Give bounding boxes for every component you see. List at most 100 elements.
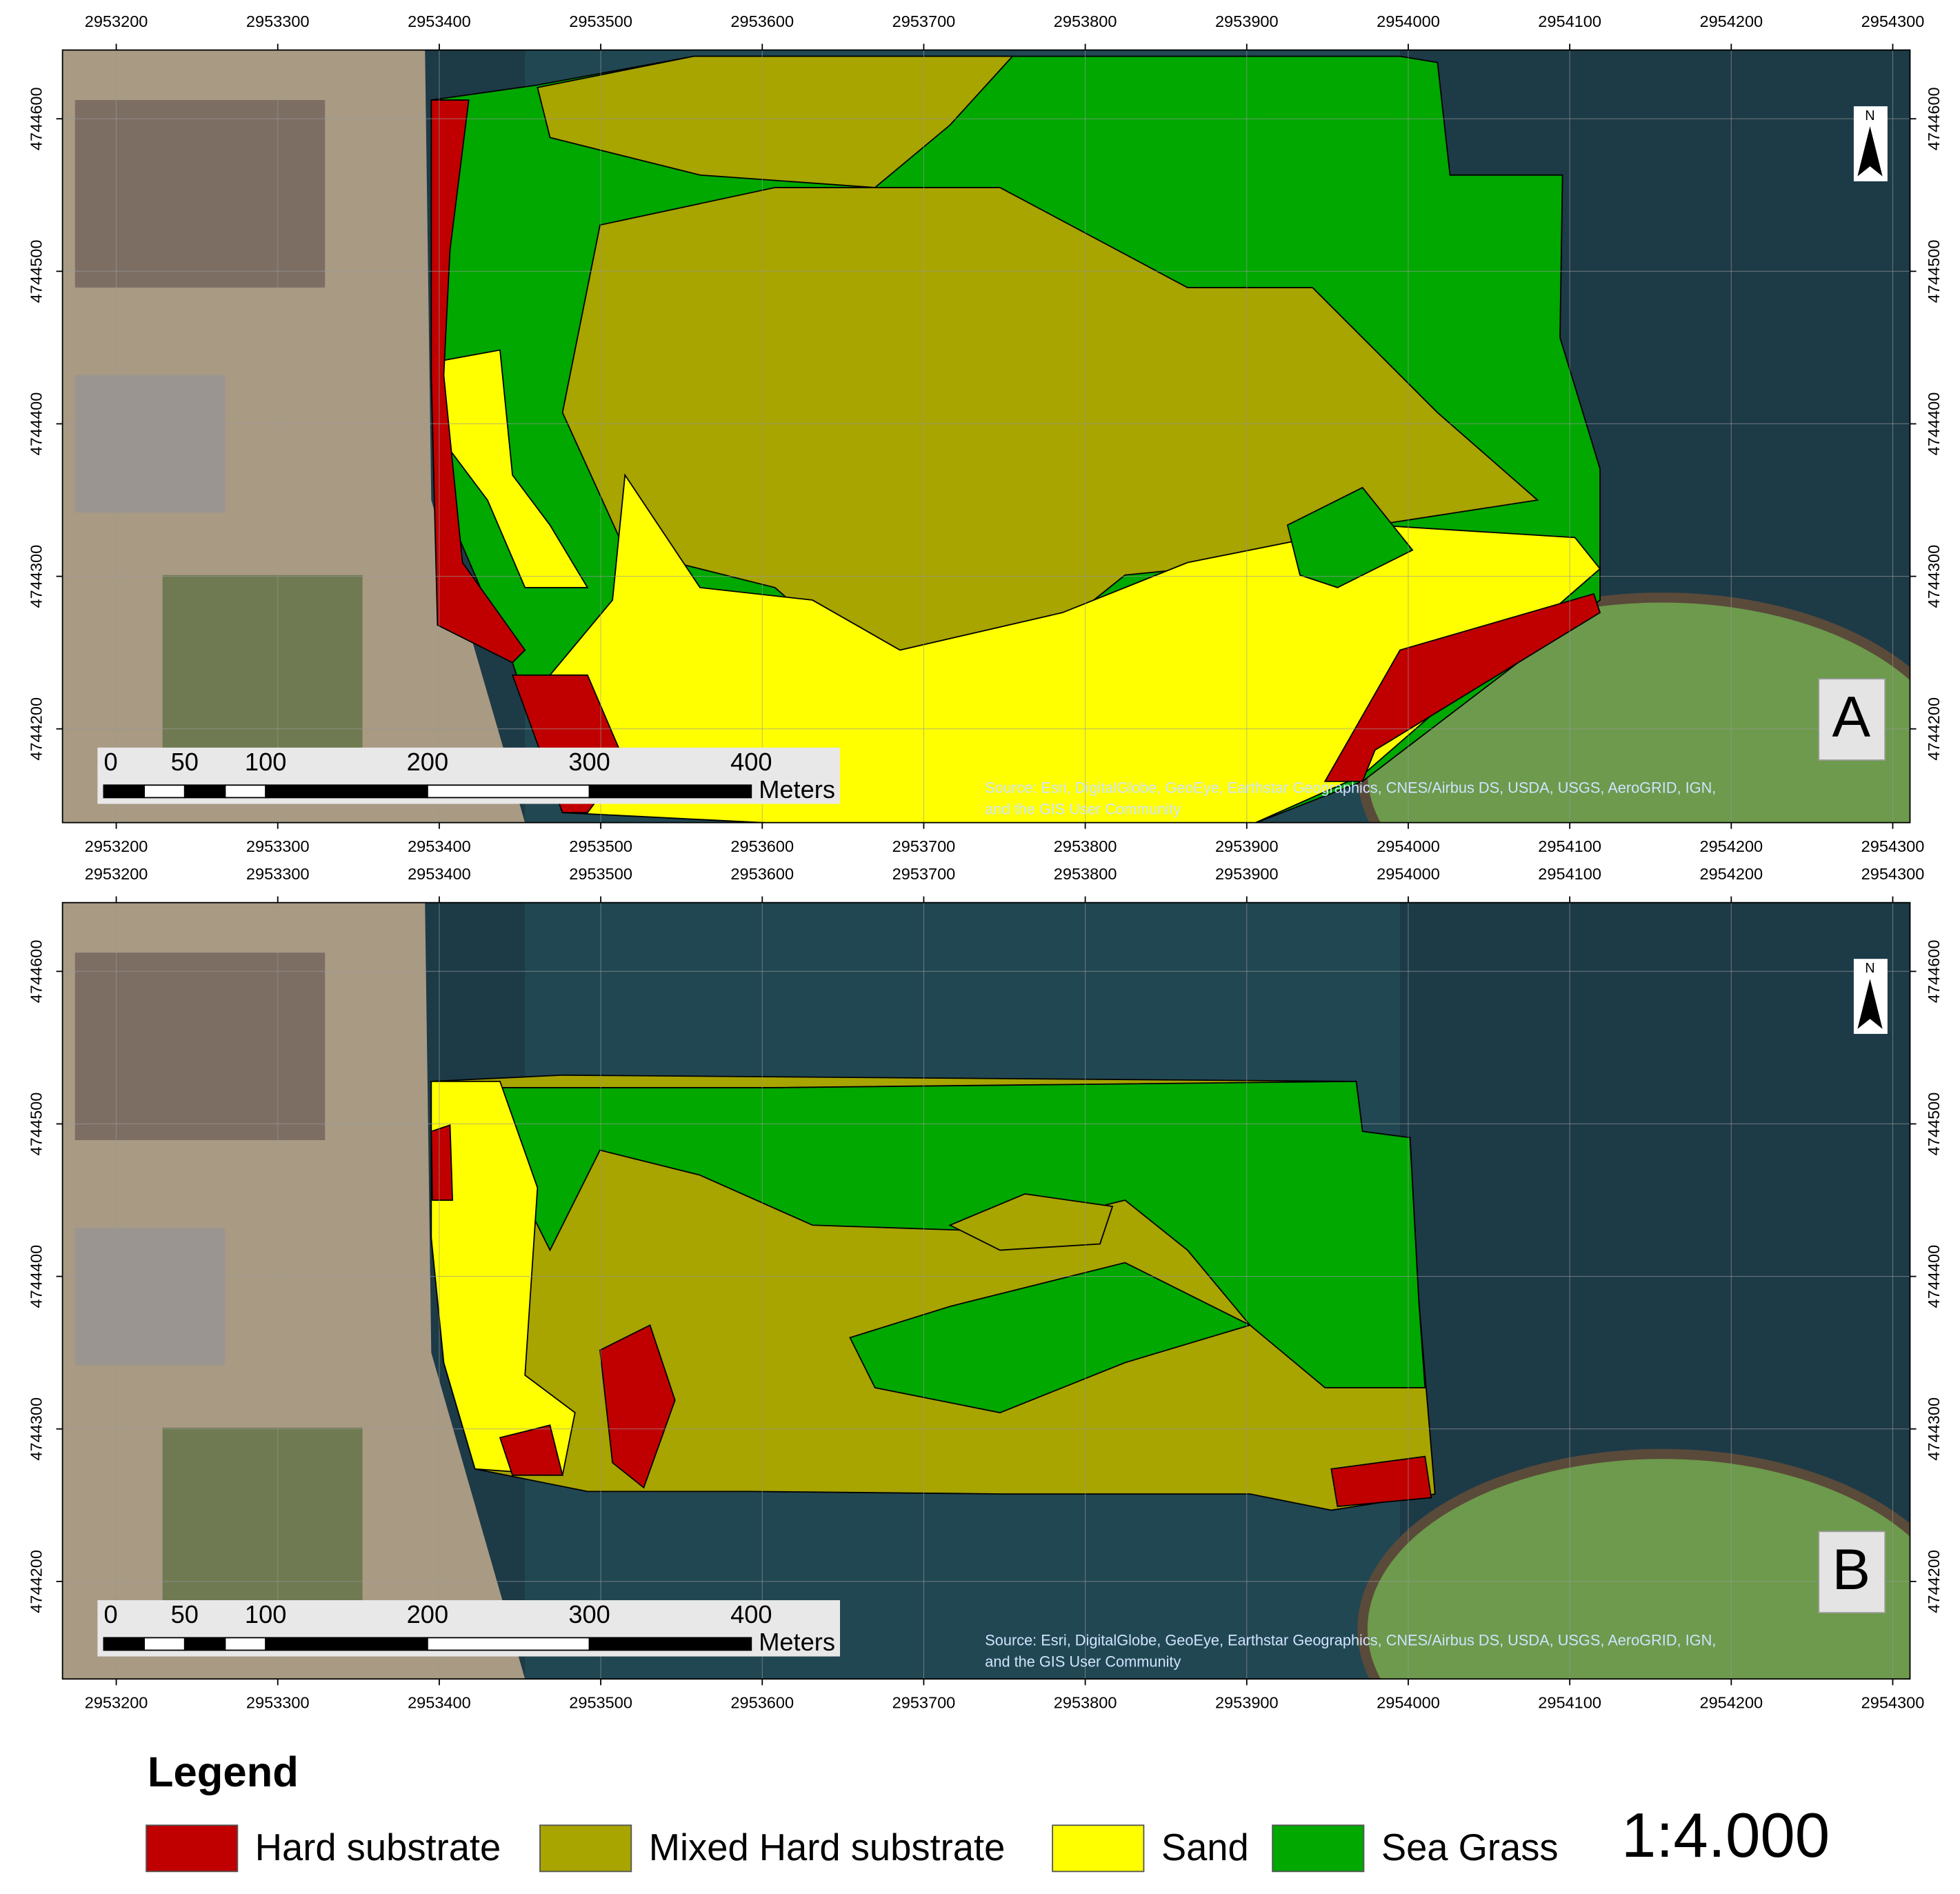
scale-bar-segment (183, 784, 226, 799)
x-coordinate-label: 2953700 (892, 12, 956, 30)
legend-label: Sea Grass (1381, 1826, 1559, 1868)
y-coordinate-label: 4744600 (28, 940, 46, 1004)
habitat-area (430, 1124, 454, 1201)
buildings (74, 953, 326, 1141)
y-coordinate-label: 4744400 (1925, 392, 1943, 456)
scale-bar-segment (426, 1637, 590, 1651)
scale-bar-label: 300 (568, 1600, 610, 1628)
x-coordinate-label: 2953300 (246, 865, 310, 883)
buildings (74, 100, 326, 288)
habitat-area (1286, 486, 1414, 588)
x-coordinate-label: 2954200 (1699, 12, 1763, 30)
x-coordinate-label: 2953200 (85, 865, 148, 883)
x-coordinate-label: 2954100 (1538, 1694, 1601, 1712)
scale-bar-segment (103, 1637, 146, 1651)
scale-bar-segment (224, 784, 267, 799)
y-coordinate-label: 4744600 (1925, 940, 1943, 1004)
habitat-area (849, 1262, 1252, 1414)
scale-bar-segment (103, 784, 146, 799)
x-coordinate-label: 2954000 (1377, 837, 1440, 855)
scale-bar-label: 100 (245, 1600, 286, 1628)
panel-label-box (1818, 678, 1886, 761)
x-coordinate-label: 2953800 (1054, 837, 1117, 855)
scale-bar-unit: Meters (759, 1628, 835, 1656)
scale-bar-label: 400 (730, 748, 772, 776)
y-coordinate-label: 4744300 (28, 545, 46, 608)
habitat-area (1330, 1455, 1432, 1508)
legend-label: Mixed Hard substrate (649, 1826, 1006, 1868)
y-coordinate-label: 4744200 (28, 697, 46, 761)
rooftops (74, 1227, 226, 1366)
y-coordinate-label: 4744400 (1925, 1245, 1943, 1308)
scale-bar-label: 400 (730, 1600, 772, 1628)
rooftops (74, 375, 226, 513)
y-coordinate-label: 4744600 (1925, 87, 1943, 150)
map-frame (61, 901, 1911, 1680)
source-attribution: Source: Esri, DigitalGlobe, GeoEye, Eart… (985, 779, 1716, 796)
legend-swatch (1272, 1824, 1365, 1873)
x-coordinate-label: 2954100 (1538, 12, 1601, 30)
x-coordinate-label: 2954200 (1699, 837, 1763, 855)
habitat-area (948, 1193, 1114, 1251)
scale-bar-segment (224, 1637, 267, 1651)
scale-bar-segment (265, 784, 428, 799)
legend-swatch (539, 1824, 632, 1873)
x-coordinate-label: 2953600 (730, 1694, 794, 1712)
scale-bar-label: 100 (245, 748, 286, 776)
panel-label-box (1818, 1531, 1886, 1614)
x-coordinate-label: 2954200 (1699, 1694, 1763, 1712)
habitat-area (430, 1080, 576, 1476)
y-coordinate-label: 4744600 (28, 87, 46, 150)
scale-bar-label: 50 (171, 1600, 199, 1628)
x-coordinate-label: 2954000 (1377, 1694, 1440, 1712)
legend-label: Sand (1161, 1826, 1249, 1868)
north-label: N (1865, 961, 1874, 976)
habitat-area (430, 349, 589, 588)
scale-bar-label: 0 (103, 1600, 117, 1628)
x-coordinate-label: 2953500 (569, 865, 632, 883)
y-coordinate-label: 4744500 (28, 1093, 46, 1156)
x-coordinate-label: 2953300 (246, 837, 310, 855)
x-coordinate-label: 2953500 (569, 1694, 632, 1712)
x-coordinate-label: 2953900 (1215, 12, 1279, 30)
scale-bar-segment (265, 1637, 428, 1651)
scale-bar-label: 0 (103, 748, 117, 776)
source-attribution: and the GIS User Community (985, 1653, 1181, 1670)
x-coordinate-label: 2953200 (85, 837, 148, 855)
scale-bar-label: 200 (407, 1600, 448, 1628)
scale-bar-label: 300 (568, 748, 610, 776)
map-scale: 1:4.000 (1621, 1801, 1830, 1871)
x-coordinate-label: 2953800 (1054, 865, 1117, 883)
field (162, 575, 363, 775)
y-coordinate-label: 4744200 (1925, 697, 1943, 761)
x-coordinate-label: 2954000 (1377, 12, 1440, 30)
x-coordinate-label: 2953600 (730, 865, 794, 883)
x-coordinate-label: 2953500 (569, 12, 632, 30)
x-coordinate-label: 2953700 (892, 865, 956, 883)
north-arrow (1857, 979, 1883, 1029)
y-coordinate-label: 4744500 (28, 240, 46, 303)
habitat-area (499, 1080, 1426, 1388)
x-coordinate-label: 2954200 (1699, 865, 1763, 883)
scale-bar-segment (588, 1637, 752, 1651)
legend-title: Legend (148, 1748, 299, 1796)
peninsula (1357, 1448, 1910, 1679)
legend-label: Hard substrate (255, 1826, 501, 1868)
panel-label: A (1832, 685, 1871, 749)
x-coordinate-label: 2953600 (730, 837, 794, 855)
x-coordinate-label: 2954300 (1861, 1694, 1925, 1712)
x-coordinate-label: 2953400 (408, 12, 471, 30)
x-coordinate-label: 2953600 (730, 12, 794, 30)
x-coordinate-label: 2953500 (569, 837, 632, 855)
field (162, 1427, 363, 1628)
x-coordinate-label: 2953900 (1215, 837, 1279, 855)
source-attribution: Source: Esri, DigitalGlobe, GeoEye, Eart… (985, 1632, 1716, 1649)
x-coordinate-label: 2953700 (892, 837, 956, 855)
north-arrow (1857, 126, 1883, 177)
x-coordinate-label: 2954100 (1538, 837, 1601, 855)
y-coordinate-label: 4744200 (1925, 1550, 1943, 1613)
scale-bar-segment (143, 1637, 186, 1651)
legend-swatch (1052, 1824, 1145, 1873)
legend-swatch (146, 1824, 239, 1873)
